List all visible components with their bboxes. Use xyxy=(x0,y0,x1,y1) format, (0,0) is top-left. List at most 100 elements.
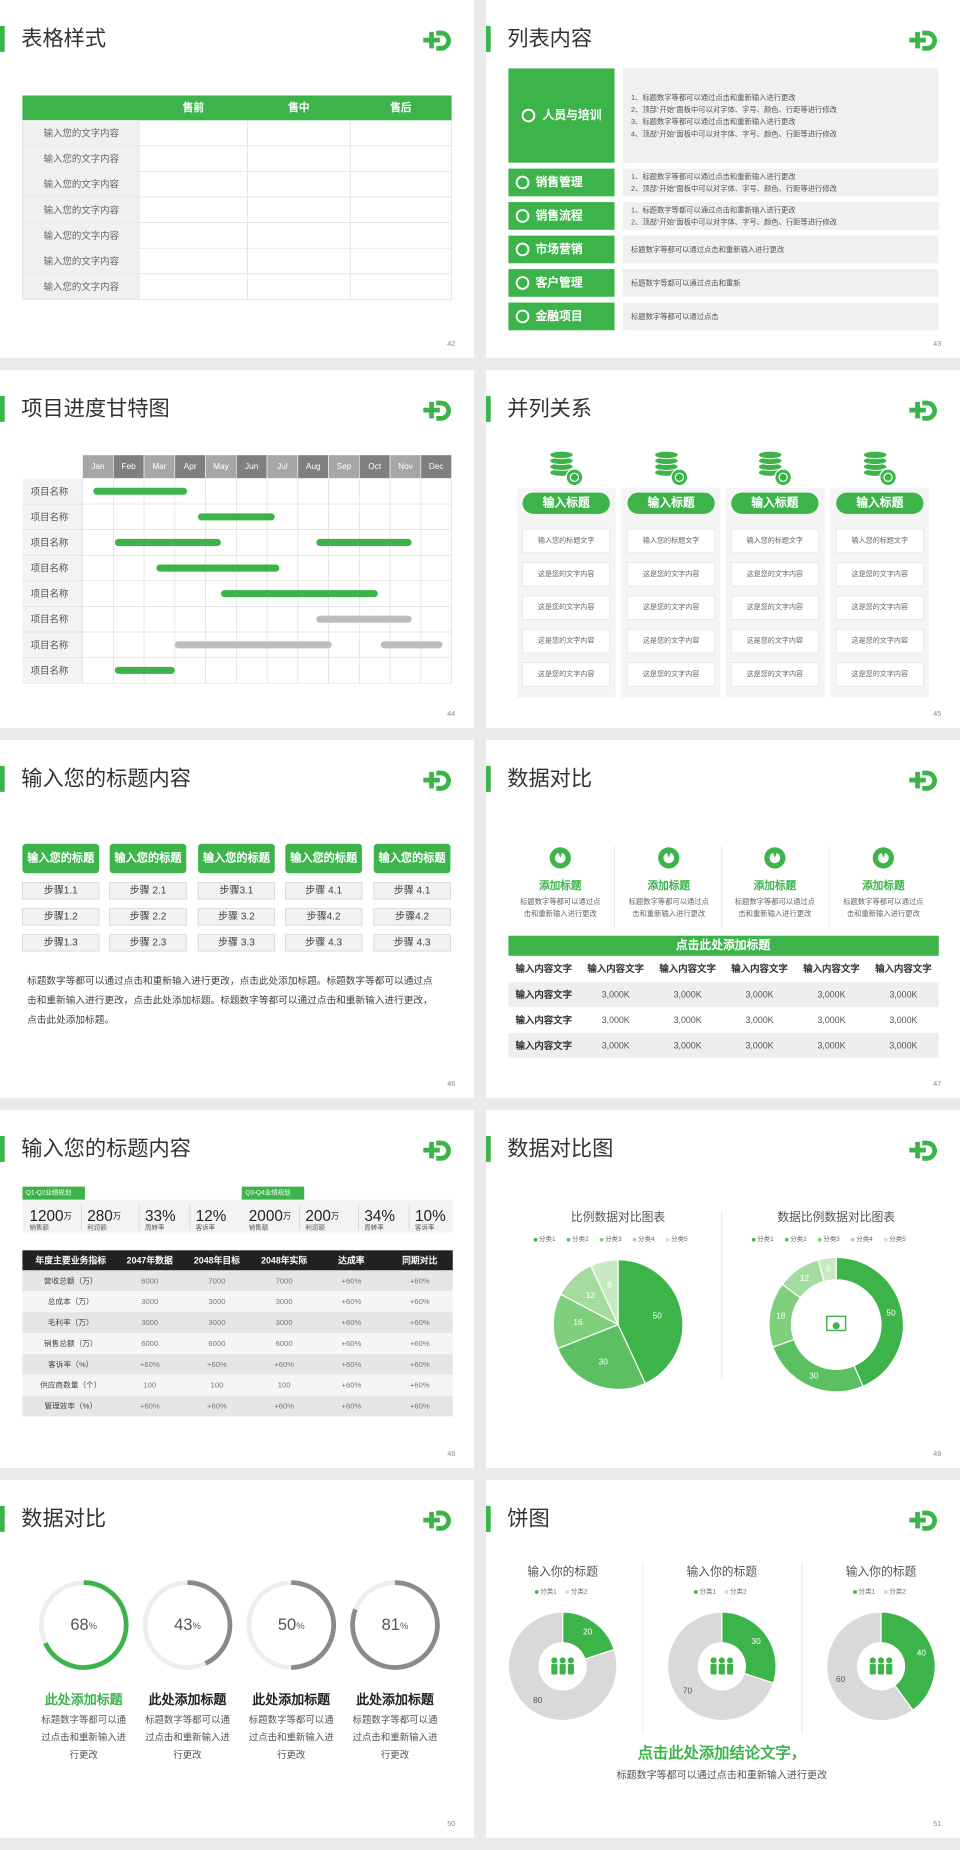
feature-icon xyxy=(663,852,675,864)
table-cell: 3000 xyxy=(208,1318,225,1327)
coin-icon xyxy=(674,472,685,483)
cell-text: 这是您的文字内容 xyxy=(747,669,804,678)
center-icon xyxy=(559,1663,566,1675)
table-cell: 100 xyxy=(211,1381,224,1390)
group-tag-box xyxy=(22,1186,85,1200)
cell-box xyxy=(522,628,611,654)
task-label: 项目名称 xyxy=(31,537,69,548)
slice-label: 20 xyxy=(583,1627,593,1636)
table-header: 输入内容文字 xyxy=(516,963,573,974)
legend-label: 分类1 xyxy=(757,1234,774,1243)
header-box xyxy=(198,843,275,874)
center-icon xyxy=(567,1657,574,1664)
row-background xyxy=(22,1312,453,1333)
table-cell: +60% xyxy=(410,1381,430,1390)
item-icon xyxy=(515,276,530,290)
center-icon xyxy=(886,1663,893,1675)
item-label: 销售流程 xyxy=(536,208,583,222)
column-header: 输入标题 xyxy=(543,496,590,510)
header-box xyxy=(22,843,100,874)
logo xyxy=(423,770,452,791)
table-cell: 3,000K xyxy=(817,990,845,1000)
ring-number: 81 xyxy=(382,1616,400,1634)
cell-text: 输入您的标题文字 xyxy=(747,535,804,544)
row-label-cell xyxy=(22,222,140,249)
row-label: 输入您的文字内容 xyxy=(44,153,120,164)
title-accent xyxy=(0,1505,5,1532)
table-cell: 6000 xyxy=(141,1276,158,1285)
table-cell: 3,000K xyxy=(602,1015,630,1025)
slice-label: 30 xyxy=(809,1371,819,1380)
feature-text: 标题数字等都可以通过点 xyxy=(735,897,815,906)
stat-label: 销售额 xyxy=(29,1222,49,1231)
ring-arc xyxy=(187,1580,233,1666)
table-cell: 3000 xyxy=(276,1297,293,1306)
table-cell: 3,000K xyxy=(602,1040,630,1050)
table-cell: +60% xyxy=(341,1276,361,1285)
header-box xyxy=(373,843,451,874)
title-accent xyxy=(0,765,5,792)
step-text: 步骤 2.3 xyxy=(130,936,167,948)
cell-box xyxy=(627,662,716,687)
slide-title: 饼图 xyxy=(507,1506,549,1530)
table-header: 输入内容文字 xyxy=(875,963,932,974)
ring-title: 此处添加标题 xyxy=(149,1692,227,1707)
table-cell: +60% xyxy=(410,1402,430,1411)
table-header: 同期对比 xyxy=(402,1254,437,1265)
step-text: 步骤4.2 xyxy=(395,910,429,922)
task-label: 项目名称 xyxy=(31,511,69,522)
task-label: 项目名称 xyxy=(31,563,69,574)
ring-arc xyxy=(350,1580,440,1670)
legend-swatch xyxy=(850,1237,855,1242)
column-header-box xyxy=(836,492,924,514)
table-cell: +60% xyxy=(341,1360,361,1369)
cell-box xyxy=(835,528,924,554)
table-cell: 3,000K xyxy=(674,1015,702,1025)
item-label-box xyxy=(508,168,615,197)
cell-box xyxy=(730,628,819,654)
task-label: 项目名称 xyxy=(31,588,69,599)
column-header-box xyxy=(731,492,819,514)
row-background xyxy=(508,1033,939,1058)
month-label: Jun xyxy=(245,462,259,471)
slide: 表格样式 42 售前 售中 售后输入您的文字内容输入您的文字内容输入您的文字内容输入您的… xyxy=(0,0,474,358)
column-header: 售后 xyxy=(390,101,412,114)
table-cell: 输入内容文字 xyxy=(516,989,573,1000)
center-icon xyxy=(710,1657,717,1664)
item-icon xyxy=(515,175,530,190)
month-label: Mar xyxy=(152,462,166,471)
item-line: 2、顶部“开始”面板中可以对字体、字号、颜色、行距等进行修改 xyxy=(631,105,838,114)
item-label: 销售管理 xyxy=(536,175,583,189)
column-header: 输入您的标题 xyxy=(27,851,95,865)
coin-icon xyxy=(883,472,893,483)
center-icon xyxy=(886,1657,893,1664)
center-icon xyxy=(551,1663,558,1675)
page-number: 42 xyxy=(447,341,455,348)
column-header: 输入您的标题 xyxy=(379,851,447,865)
pie-slice xyxy=(507,1611,618,1722)
cell-text: 这是您的文字内容 xyxy=(538,669,595,678)
slide-title: 项目进度甘特图 xyxy=(21,396,170,420)
table-cell: 3,000K xyxy=(674,990,702,1000)
table-cell: 管理效率（%） xyxy=(44,1401,97,1411)
table-cell: +60% xyxy=(341,1297,361,1306)
slide-title: 列表内容 xyxy=(507,26,592,50)
logo-plus xyxy=(423,1511,440,1529)
item-icon xyxy=(521,108,536,123)
table-cell: 3000 xyxy=(141,1297,158,1306)
logo xyxy=(909,400,938,421)
legend-label: 分类4 xyxy=(638,1234,655,1243)
title-accent xyxy=(486,25,491,52)
item-line: 4、顶部“开始”面板中可以对字体、字号、颜色、行距等进行修改 xyxy=(631,129,838,138)
stat-value: 2000万 xyxy=(249,1208,291,1225)
month-label: Feb xyxy=(122,462,137,471)
item-label-box xyxy=(508,302,615,331)
logo xyxy=(909,770,938,791)
cell-text: 这是您的文字内容 xyxy=(747,602,804,611)
legend-swatch xyxy=(533,1237,538,1242)
ring-unit: % xyxy=(400,1620,409,1631)
title-accent xyxy=(0,395,5,422)
chart-title: 数据比例数据对比图表 xyxy=(777,1210,895,1224)
slide-title: 数据对比图 xyxy=(507,1136,613,1160)
